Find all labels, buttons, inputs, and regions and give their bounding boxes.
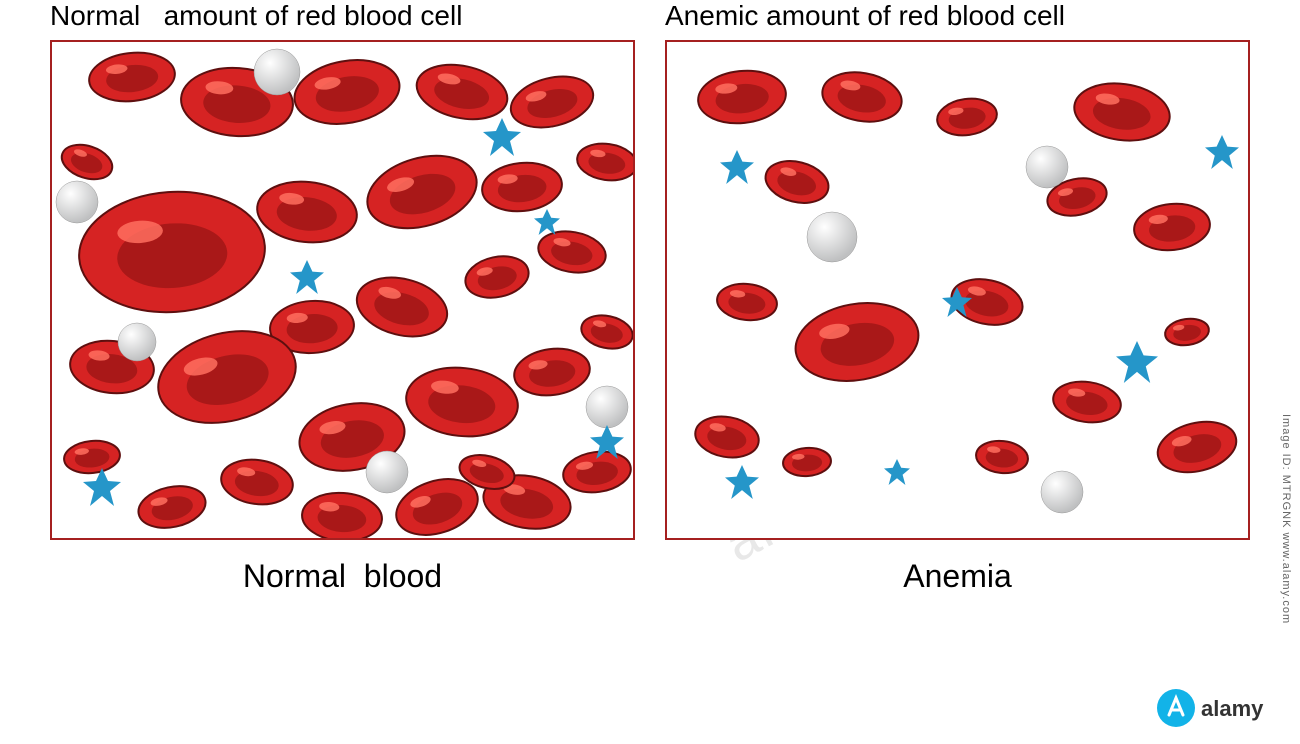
white-blood-cell bbox=[1040, 470, 1084, 519]
red-blood-cell bbox=[1072, 82, 1172, 147]
panel-caption-normal: Normal blood bbox=[243, 558, 442, 595]
red-blood-cell bbox=[414, 64, 510, 125]
panel-box-normal bbox=[50, 40, 635, 540]
red-blood-cell bbox=[974, 439, 1030, 480]
red-blood-cell bbox=[781, 446, 833, 483]
red-blood-cell bbox=[136, 485, 208, 534]
red-blood-cell bbox=[457, 454, 517, 495]
red-blood-cell bbox=[219, 458, 295, 511]
white-blood-cell bbox=[365, 450, 409, 499]
panel-title-normal: Normal amount of red blood cell bbox=[50, 0, 462, 32]
white-blood-cell bbox=[806, 211, 858, 268]
red-blood-cell bbox=[292, 59, 402, 130]
platelet bbox=[719, 149, 755, 190]
red-blood-cell bbox=[935, 97, 999, 142]
red-blood-cell bbox=[820, 71, 904, 128]
red-blood-cell bbox=[1051, 380, 1123, 429]
panel-box-anemic bbox=[665, 40, 1250, 540]
red-blood-cell bbox=[155, 331, 299, 428]
red-blood-cell bbox=[715, 282, 779, 327]
platelet bbox=[883, 458, 911, 491]
red-blood-cell bbox=[255, 180, 359, 249]
platelet bbox=[482, 117, 522, 162]
panel-title-anemic: Anemic amount of red blood cell bbox=[665, 0, 1065, 32]
platelet bbox=[82, 467, 122, 512]
red-blood-cell bbox=[512, 347, 592, 402]
red-blood-cell bbox=[1155, 421, 1239, 478]
svg-text:alamy: alamy bbox=[1201, 696, 1264, 721]
red-blood-cell bbox=[404, 366, 520, 443]
panel-normal: Normal amount of red blood cell bbox=[50, 0, 635, 595]
red-blood-cell bbox=[354, 277, 450, 342]
platelet bbox=[941, 286, 973, 323]
platelet bbox=[533, 208, 561, 241]
red-blood-cell bbox=[59, 144, 115, 185]
red-blood-cell bbox=[763, 160, 831, 209]
red-blood-cell bbox=[575, 142, 635, 187]
red-blood-cell bbox=[793, 302, 921, 387]
platelet bbox=[1115, 340, 1159, 389]
red-blood-cell bbox=[463, 255, 531, 304]
red-blood-cell bbox=[77, 190, 267, 319]
white-blood-cell bbox=[1025, 145, 1069, 194]
red-blood-cell bbox=[696, 69, 788, 130]
red-blood-cell bbox=[364, 156, 480, 233]
alamy-logo: alamy bbox=[1155, 687, 1275, 729]
panel-anemic: Anemic amount of red blood cell bbox=[665, 0, 1250, 595]
red-blood-cell bbox=[300, 491, 384, 540]
diagram-container: Normal amount of red blood cell bbox=[0, 0, 1300, 595]
platelet bbox=[1204, 134, 1240, 175]
platelet bbox=[589, 424, 625, 465]
red-blood-cell bbox=[693, 415, 761, 464]
red-blood-cell bbox=[87, 51, 177, 108]
white-blood-cell bbox=[55, 180, 99, 229]
red-blood-cell bbox=[1163, 317, 1211, 352]
white-blood-cell bbox=[117, 322, 157, 367]
panel-caption-anemic: Anemia bbox=[903, 558, 1012, 595]
platelet bbox=[289, 259, 325, 300]
red-blood-cell bbox=[1132, 202, 1212, 257]
white-blood-cell bbox=[253, 48, 301, 101]
platelet bbox=[724, 464, 760, 505]
